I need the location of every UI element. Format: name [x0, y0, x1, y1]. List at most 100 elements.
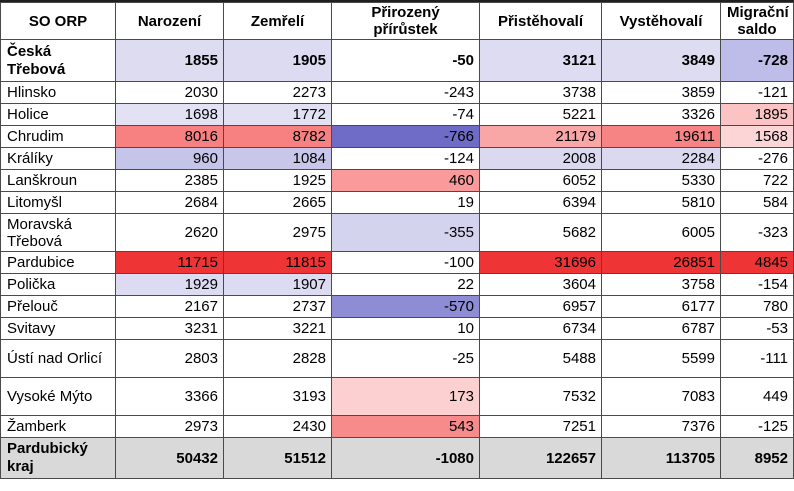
value-cell: -125: [720, 415, 794, 438]
value-cell: 2975: [223, 213, 332, 252]
table-row: Pardubice 11715 11815 -100 31696 26851 4845: [0, 251, 794, 274]
value-cell: 31696: [479, 251, 602, 274]
table-row: Svitavy 3231 3221 10 6734 6787 -53: [0, 317, 794, 340]
column-header-prirozeny-prirustek: Přirozený přírůstek: [331, 2, 480, 40]
value-cell: 8016: [115, 125, 224, 148]
column-header-zemreli: Zemřelí: [223, 2, 332, 40]
orp-name-cell: Hlinsko: [0, 81, 116, 104]
value-cell: -766: [331, 125, 480, 148]
value-cell: 3758: [601, 273, 721, 296]
value-cell: 22: [331, 273, 480, 296]
value-cell: 460: [331, 169, 480, 192]
value-cell: 722: [720, 169, 794, 192]
table-row: Hlinsko 2030 2273 -243 3738 3859 -121: [0, 81, 794, 104]
value-cell: 2973: [115, 415, 224, 438]
value-cell: 8952: [720, 437, 794, 479]
value-cell: 2737: [223, 295, 332, 318]
value-cell: 50432: [115, 437, 224, 479]
value-cell: -50: [331, 39, 480, 82]
table-row: Česká Třebová 1855 1905 -50 3121 3849 -728: [0, 39, 794, 82]
value-cell: -124: [331, 147, 480, 170]
value-cell: 2828: [223, 339, 332, 378]
value-cell: 113705: [601, 437, 721, 479]
value-cell: -276: [720, 147, 794, 170]
value-cell: 6787: [601, 317, 721, 340]
value-cell: 6734: [479, 317, 602, 340]
table-body: Česká Třebová 1855 1905 -50 3121 3849 -728 Hlin…: [0, 39, 794, 479]
orp-name-cell: Pardubice: [0, 251, 116, 274]
value-cell: 1895: [720, 103, 794, 126]
orp-name-cell: Litomyšl: [0, 191, 116, 214]
value-cell: 1568: [720, 125, 794, 148]
value-cell: 6052: [479, 169, 602, 192]
value-cell: 2385: [115, 169, 224, 192]
value-cell: 3366: [115, 377, 224, 416]
value-cell: -121: [720, 81, 794, 104]
table-row: Žamberk 2973 2430 543 7251 7376 -125: [0, 415, 794, 438]
value-cell: 173: [331, 377, 480, 416]
table-header-row: SO ORP Narození Zemřelí Přirozený přírůs…: [0, 2, 794, 40]
orp-name-cell: Lanškroun: [0, 169, 116, 192]
value-cell: 2284: [601, 147, 721, 170]
table-row: Holice 1698 1772 -74 5221 3326 1895: [0, 103, 794, 126]
value-cell: 3231: [115, 317, 224, 340]
value-cell: 780: [720, 295, 794, 318]
value-cell: 5488: [479, 339, 602, 378]
table-row: Ústí nad Orlicí 2803 2828 -25 5488 5599 -111: [0, 339, 794, 378]
value-cell: 5682: [479, 213, 602, 252]
value-cell: 21179: [479, 125, 602, 148]
value-cell: 449: [720, 377, 794, 416]
value-cell: 4845: [720, 251, 794, 274]
value-cell: 3221: [223, 317, 332, 340]
orp-name-cell: Chrudim: [0, 125, 116, 148]
table-row: Pardubický kraj 50432 51512 -1080 122657 1137…: [0, 437, 794, 479]
orp-name-cell: Králíky: [0, 147, 116, 170]
value-cell: 584: [720, 191, 794, 214]
column-header-migracni-saldo: Migrační saldo: [720, 2, 794, 40]
orp-name-cell: Česká Třebová: [0, 39, 116, 82]
table-row: Lanškroun 2385 1925 460 6052 5330 722: [0, 169, 794, 192]
orp-name-cell: Moravská Třebová: [0, 213, 116, 252]
table-row: Chrudim 8016 8782 -766 21179 19611 1568: [0, 125, 794, 148]
value-cell: 1772: [223, 103, 332, 126]
column-header-so-orp: SO ORP: [0, 2, 116, 40]
value-cell: 2167: [115, 295, 224, 318]
table-row: Polička 1929 1907 22 3604 3758 -154: [0, 273, 794, 296]
table-row: Moravská Třebová 2620 2975 -355 5682 6005 -323: [0, 213, 794, 252]
value-cell: 7376: [601, 415, 721, 438]
orp-population-table: SO ORP Narození Zemřelí Přirozený přírůs…: [0, 2, 794, 479]
value-cell: 11715: [115, 251, 224, 274]
value-cell: 5810: [601, 191, 721, 214]
value-cell: 3738: [479, 81, 602, 104]
table-row: Vysoké Mýto 3366 3193 173 7532 7083 449: [0, 377, 794, 416]
value-cell: 1905: [223, 39, 332, 82]
value-cell: 3121: [479, 39, 602, 82]
orp-name-cell: Žamberk: [0, 415, 116, 438]
value-cell: 6957: [479, 295, 602, 318]
value-cell: 6005: [601, 213, 721, 252]
table-row: Litomyšl 2684 2665 19 6394 5810 584: [0, 191, 794, 214]
orp-name-cell: Přelouč: [0, 295, 116, 318]
value-cell: -74: [331, 103, 480, 126]
value-cell: 1925: [223, 169, 332, 192]
value-cell: -111: [720, 339, 794, 378]
value-cell: 26851: [601, 251, 721, 274]
column-header-narozeni: Narození: [115, 2, 224, 40]
value-cell: 2008: [479, 147, 602, 170]
value-cell: 7083: [601, 377, 721, 416]
column-header-vystehovali: Vystěhovalí: [601, 2, 721, 40]
top-border-line: [0, 0, 794, 2]
value-cell: 543: [331, 415, 480, 438]
value-cell: 19: [331, 191, 480, 214]
value-cell: 3193: [223, 377, 332, 416]
value-cell: 1855: [115, 39, 224, 82]
orp-name-cell: Svitavy: [0, 317, 116, 340]
value-cell: 1907: [223, 273, 332, 296]
orp-name-cell: Vysoké Mýto: [0, 377, 116, 416]
table-row: Přelouč 2167 2737 -570 6957 6177 780: [0, 295, 794, 318]
orp-name-cell: Polička: [0, 273, 116, 296]
value-cell: -25: [331, 339, 480, 378]
value-cell: -323: [720, 213, 794, 252]
orp-name-cell: Ústí nad Orlicí: [0, 339, 116, 378]
value-cell: 51512: [223, 437, 332, 479]
